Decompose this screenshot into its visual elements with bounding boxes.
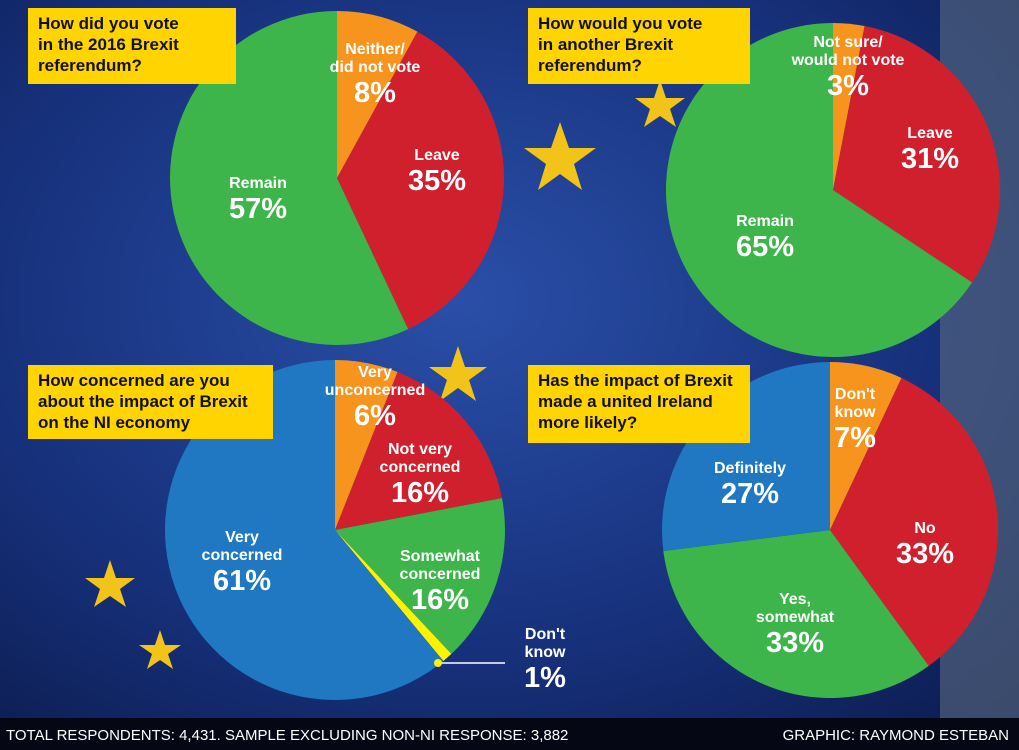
slice-label: Yes, somewhat 33% [756, 591, 834, 659]
category-label: Neither/ did not vote [329, 41, 421, 76]
pie-slice [170, 11, 409, 345]
category-label: Very unconcerned [324, 364, 426, 399]
slice-label: Leave 31% [901, 125, 959, 175]
slice-label: Very unconcerned 6% [325, 364, 425, 432]
category-label: Leave [414, 147, 460, 164]
category-label: Yes, somewhat [755, 591, 835, 626]
category-label: Don't know [524, 626, 566, 661]
slice-label: Very concerned 61% [202, 529, 283, 597]
slice-label: Neither/ did not vote 8% [330, 41, 421, 109]
pie-slice [833, 23, 865, 190]
pie-slice [663, 530, 929, 699]
footer-bar [0, 718, 1019, 750]
value-label: 1% [524, 662, 566, 694]
pie-slice [335, 498, 505, 654]
pie-slice [335, 360, 398, 530]
pie-slice [337, 31, 505, 330]
value-label: 6% [354, 400, 396, 432]
category-label: Remain [736, 213, 794, 230]
value-label: 35% [407, 165, 467, 197]
slice-label: Not very concerned 16% [380, 441, 461, 509]
slice-label: Remain 65% [736, 213, 794, 263]
pie [662, 362, 999, 699]
pie-slice [335, 530, 452, 661]
chart-title: How did you vote in the 2016 Brexit refe… [28, 8, 236, 84]
slice-label: Don't know 7% [834, 386, 876, 454]
footer-credit: GRAPHIC: RAYMOND ESTEBAN [782, 727, 1009, 744]
value-label: 8% [354, 77, 396, 109]
category-label: Remain [229, 175, 287, 192]
slice-label: No 33% [896, 520, 954, 570]
pie [170, 11, 505, 345]
pie-slice [335, 371, 502, 530]
value-label: 3% [827, 70, 869, 102]
value-label: 16% [390, 477, 450, 509]
category-label: Somewhat concerned [399, 548, 481, 583]
pie-slice [662, 362, 830, 552]
slice-label: Not sure/ would not vote 3% [792, 34, 905, 102]
leader-dot [434, 659, 442, 667]
slice-label: Remain 57% [229, 175, 287, 225]
stars [85, 80, 685, 669]
value-label: 61% [212, 565, 272, 597]
slice-label: Somewhat concerned 16% [400, 548, 481, 616]
chart-title: Has the impact of Brexit made a united I… [528, 365, 750, 443]
pie-slice [666, 23, 973, 357]
category-label: Don't know [834, 386, 876, 421]
slice-label: Don't know 1% [524, 626, 566, 694]
pie [666, 23, 1000, 357]
pie-slice [337, 11, 418, 178]
value-label: 33% [765, 627, 825, 659]
pie-slice [830, 362, 902, 530]
value-label: 31% [900, 143, 960, 175]
value-label: 7% [834, 422, 876, 454]
category-label: Not very concerned [379, 441, 461, 476]
pie-slice [833, 26, 1000, 283]
value-label: 16% [410, 584, 470, 616]
category-label: Leave [907, 125, 953, 142]
footer-note: TOTAL RESPONDENTS: 4,431. SAMPLE EXCLUDI… [6, 727, 569, 744]
category-label: Definitely [713, 460, 787, 477]
value-label: 27% [720, 478, 780, 510]
category-label: No [914, 520, 936, 537]
value-label: 57% [228, 193, 288, 225]
chart-title: How concerned are you about the impact o… [28, 365, 273, 439]
value-label: 33% [895, 538, 955, 570]
pie [165, 360, 505, 700]
value-label: 65% [735, 231, 795, 263]
category-label: Not sure/ would not vote [791, 34, 905, 69]
slice-label: Leave 35% [408, 147, 466, 197]
category-label: Very concerned [201, 529, 283, 564]
chart-title: How would you vote in another Brexit ref… [528, 8, 750, 84]
pie-slice [165, 360, 444, 700]
slice-label: Definitely 27% [714, 460, 786, 510]
pie-slice [830, 377, 999, 666]
